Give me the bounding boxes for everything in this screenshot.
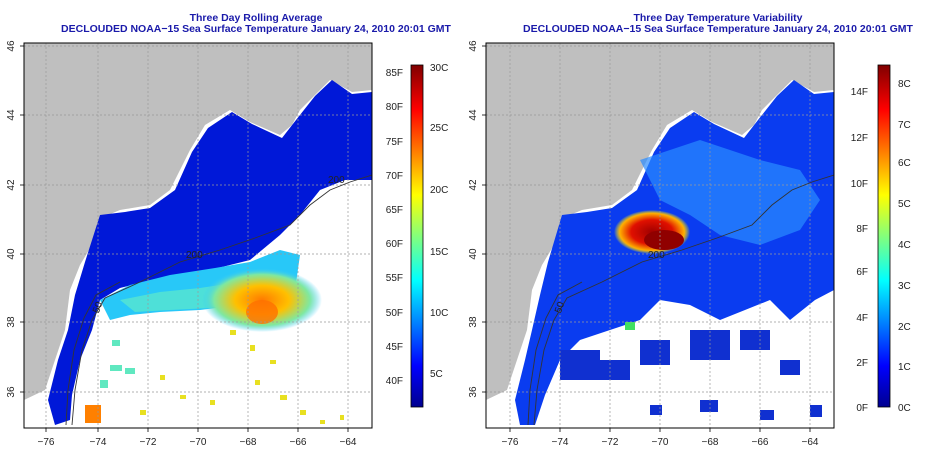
right-map-panel: 200 50 [486, 43, 834, 428]
left-lat-42: 42 [6, 179, 17, 191]
left-contour-label-50: 50 [91, 300, 105, 315]
right-lat-36: 36 [468, 386, 479, 398]
right-contour-label-50: 50 [553, 300, 567, 315]
right-colorbar-f-labels: 14F 12F 10F 8F 6F 4F 2F 0F [851, 87, 868, 414]
right-colorbar-c-labels: 8C 7C 6C 5C 4C 3C 2C 1C 0C [898, 79, 911, 414]
right-lat-38: 38 [468, 316, 479, 328]
left-lat-40: 40 [6, 248, 17, 260]
right-small-warm-patch [625, 322, 635, 330]
left-colorbar-c-labels: 30C 25C 20C 15C 10C 5C [430, 63, 448, 380]
left-cold-water [48, 80, 372, 425]
left-gulf-stream-hot [246, 300, 278, 324]
right-lat-40: 40 [468, 248, 479, 260]
left-lat-44: 44 [6, 109, 17, 121]
cb-right-4C: 4C [898, 240, 911, 251]
left-lon-76: −76 [38, 437, 55, 448]
cb-right-3C: 3C [898, 281, 911, 292]
left-lon-64: −64 [340, 437, 357, 448]
right-lon-72: −72 [602, 437, 619, 448]
left-scatter-cyan [100, 340, 135, 388]
left-lon-74: −74 [90, 437, 107, 448]
cb-left-75F: 75F [386, 137, 403, 148]
cb-left-85F: 85F [386, 68, 403, 79]
cb-right-5C: 5C [898, 199, 911, 210]
left-colorbar [410, 64, 424, 408]
left-200m-contour [71, 174, 372, 426]
left-map-panel: 200 200 50 [24, 43, 372, 428]
right-lat-42: 42 [468, 179, 479, 191]
right-50m-contour [527, 281, 583, 426]
left-lon-68: −68 [240, 437, 257, 448]
cb-right-0C: 0C [898, 403, 911, 414]
left-scatter-warm [140, 330, 344, 424]
cb-left-80F: 80F [386, 102, 403, 113]
cb-left-40F: 40F [386, 376, 403, 387]
cb-left-50F: 50F [386, 308, 403, 319]
cb-right-2F: 2F [856, 358, 868, 369]
right-lon-64: −64 [802, 437, 819, 448]
right-map-title: Three Day Temperature Variability [633, 12, 803, 24]
cb-right-6F: 6F [856, 267, 868, 278]
right-lat-axis: 46 44 42 40 38 36 [468, 40, 486, 398]
right-lon-68: −68 [702, 437, 719, 448]
cb-left-5C: 5C [430, 369, 443, 380]
cb-right-2C: 2C [898, 322, 911, 333]
left-map-title: Three Day Rolling Average [189, 12, 323, 24]
right-low-variability-light [640, 140, 820, 245]
left-grid [24, 43, 372, 428]
left-contour-label-200: 200 [186, 250, 203, 261]
cb-left-30C: 30C [430, 63, 448, 74]
cb-right-12F: 12F [851, 133, 868, 144]
right-lon-70: −70 [652, 437, 669, 448]
right-land-mass [486, 43, 834, 400]
cb-left-10C: 10C [430, 308, 448, 319]
right-lon-axis: −76 −74 −72 −70 −68 −66 −64 [502, 428, 819, 448]
right-lat-46: 46 [468, 40, 479, 52]
left-lat-38: 38 [6, 316, 17, 328]
left-lon-axis: −76 −74 −72 −70 −68 −66 −64 [38, 428, 357, 448]
cb-left-65F: 65F [386, 205, 403, 216]
cb-right-0F: 0F [856, 403, 868, 414]
cb-left-25C: 25C [430, 123, 448, 134]
cb-right-1C: 1C [898, 362, 911, 373]
left-contour-label-200b: 200 [328, 175, 345, 186]
right-lat-44: 44 [468, 109, 479, 121]
cb-right-8C: 8C [898, 79, 911, 90]
cb-right-6C: 6C [898, 158, 911, 169]
right-hot-spot-core [644, 230, 684, 250]
cb-left-45F: 45F [386, 342, 403, 353]
cb-left-20C: 20C [430, 185, 448, 196]
right-map-subtitle: DECLOUDED NOAA−15 Sea Surface Temperatur… [523, 23, 913, 35]
cb-right-10F: 10F [851, 179, 868, 190]
right-grid [486, 43, 834, 428]
left-lat-axis: 46 44 42 40 38 36 [6, 40, 24, 398]
cb-right-4F: 4F [856, 313, 868, 324]
left-map-subtitle: DECLOUDED NOAA−15 Sea Surface Temperatur… [61, 23, 451, 35]
right-colorbar [877, 64, 891, 408]
cb-left-60F: 60F [386, 239, 403, 250]
cb-left-55F: 55F [386, 273, 403, 284]
left-land-mass [24, 43, 372, 400]
right-lon-76: −76 [502, 437, 519, 448]
right-contour-label-200: 200 [648, 250, 665, 261]
right-200m-contour [533, 174, 834, 426]
cb-left-70F: 70F [386, 171, 403, 182]
left-lat-36: 36 [6, 386, 17, 398]
cb-left-15C: 15C [430, 247, 448, 258]
left-colorbar-f-labels: 85F 80F 75F 70F 65F 60F 55F 50F 45F 40F [386, 68, 403, 387]
cb-right-8F: 8F [856, 224, 868, 235]
left-lon-72: −72 [140, 437, 157, 448]
cb-right-14F: 14F [851, 87, 868, 98]
left-lat-46: 46 [6, 40, 17, 52]
left-lon-70: −70 [190, 437, 207, 448]
right-scatter-blue [560, 330, 822, 420]
cb-right-7C: 7C [898, 120, 911, 131]
left-50m-contour [65, 281, 121, 426]
left-coastal-warm-patch [85, 405, 101, 423]
right-lon-74: −74 [552, 437, 569, 448]
right-lon-66: −66 [752, 437, 769, 448]
left-lon-66: −66 [290, 437, 307, 448]
